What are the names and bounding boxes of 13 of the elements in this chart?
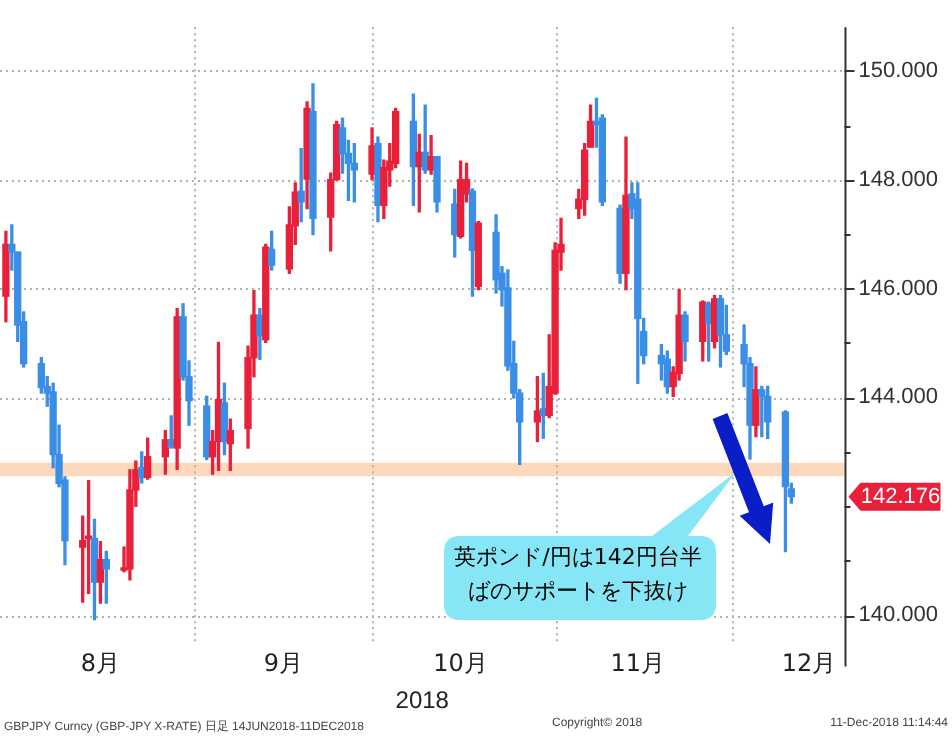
- annotation: 英ポンド/円は142円台半ばのサポートを下抜け: [452, 542, 704, 608]
- y-tick-label: 146.000: [858, 276, 939, 301]
- x-axis-title: 2018: [395, 686, 450, 715]
- y-tick-label: 144.000: [858, 385, 939, 410]
- x-tick-label: 9月: [263, 649, 304, 678]
- y-tick-label: 140.000: [858, 603, 939, 628]
- x-tick-label: 10月: [433, 649, 488, 678]
- y-tick-label: 148.000: [858, 167, 939, 192]
- text: 142.176: [860, 484, 941, 509]
- y-tick-label: 150.000: [858, 58, 939, 83]
- x-tick-label: 11月: [610, 649, 666, 678]
- x-tick-label: 12月: [781, 649, 837, 678]
- x-tick-label: 8月: [80, 649, 121, 678]
